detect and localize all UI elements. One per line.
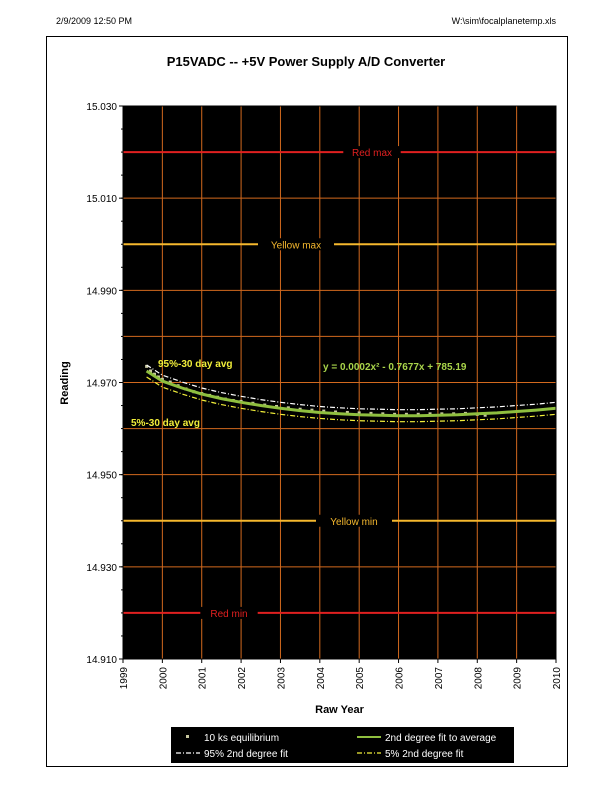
legend-entry: 2nd degree fit to average [385,733,497,744]
series-line [145,369,557,418]
y-tick-label: 14.950 [86,471,117,482]
y-axis-title: Reading [59,361,71,404]
fit-equation: y = 0.0002x² - 0.7677x + 785.19 [323,362,467,373]
data-point [149,369,153,373]
x-tick-label: 1999 [119,667,130,690]
data-point [145,364,149,368]
x-tick-label: 2004 [316,667,327,690]
y-tick-label: 14.970 [86,379,117,390]
data-point [334,410,338,414]
x-tick-label: 2002 [237,667,248,690]
x-tick-label: 2001 [198,667,209,690]
file-path: W:\sim\focalplanetemp.xls [451,16,556,26]
legend-marker [186,735,189,738]
print-date-time: 2/9/2009 12:50 PM [56,16,133,26]
x-axis-title: Raw Year [315,704,364,716]
y-tick-label: 15.030 [86,102,117,113]
limit-label: Red min [210,609,247,620]
limit-label: Yellow min [330,517,377,528]
limit-label-bg [316,514,392,527]
annotation-5-label: 5%-30 day avg [131,418,200,429]
data-point [152,372,156,376]
y-tick-label: 14.930 [86,563,117,574]
chart-frame [46,36,568,767]
x-tick-label: 2000 [158,667,169,690]
data-point [345,410,349,414]
chart-title: P15VADC -- +5V Power Supply A/D Converte… [167,54,445,69]
x-tick-label: 2010 [552,667,563,690]
legend-entry: 5% 2nd degree fit [385,749,464,760]
legend-box [171,727,514,763]
series-line [146,376,557,423]
legend-entry: 10 ks equilibrium [204,733,279,744]
x-tick-label: 2008 [473,667,484,690]
data-point [160,377,164,381]
x-tick-label: 2007 [434,667,445,690]
series-line [146,364,557,411]
limit-label: Red max [352,148,392,159]
data-point [310,408,314,412]
y-tick-label: 14.910 [86,655,117,666]
y-tick-label: 14.990 [86,286,117,297]
limit-label-bg [343,146,401,159]
data-point [483,413,487,417]
data-point [322,409,326,413]
data-point [168,380,172,384]
limit-label-bg [258,238,334,251]
limit-label-bg [200,606,258,619]
x-tick-label: 2009 [513,667,524,690]
x-tick-label: 2005 [355,667,366,690]
annotation-95-label: 95%-30 day avg [158,359,233,370]
limit-label: Yellow max [271,240,321,251]
x-tick-label: 2006 [395,667,406,690]
legend-entry: 95% 2nd degree fit [204,749,288,760]
data-point [428,412,432,416]
data-point [369,411,373,415]
y-tick-label: 15.010 [86,194,117,205]
data-point [357,411,361,415]
x-tick-label: 2003 [276,667,287,690]
